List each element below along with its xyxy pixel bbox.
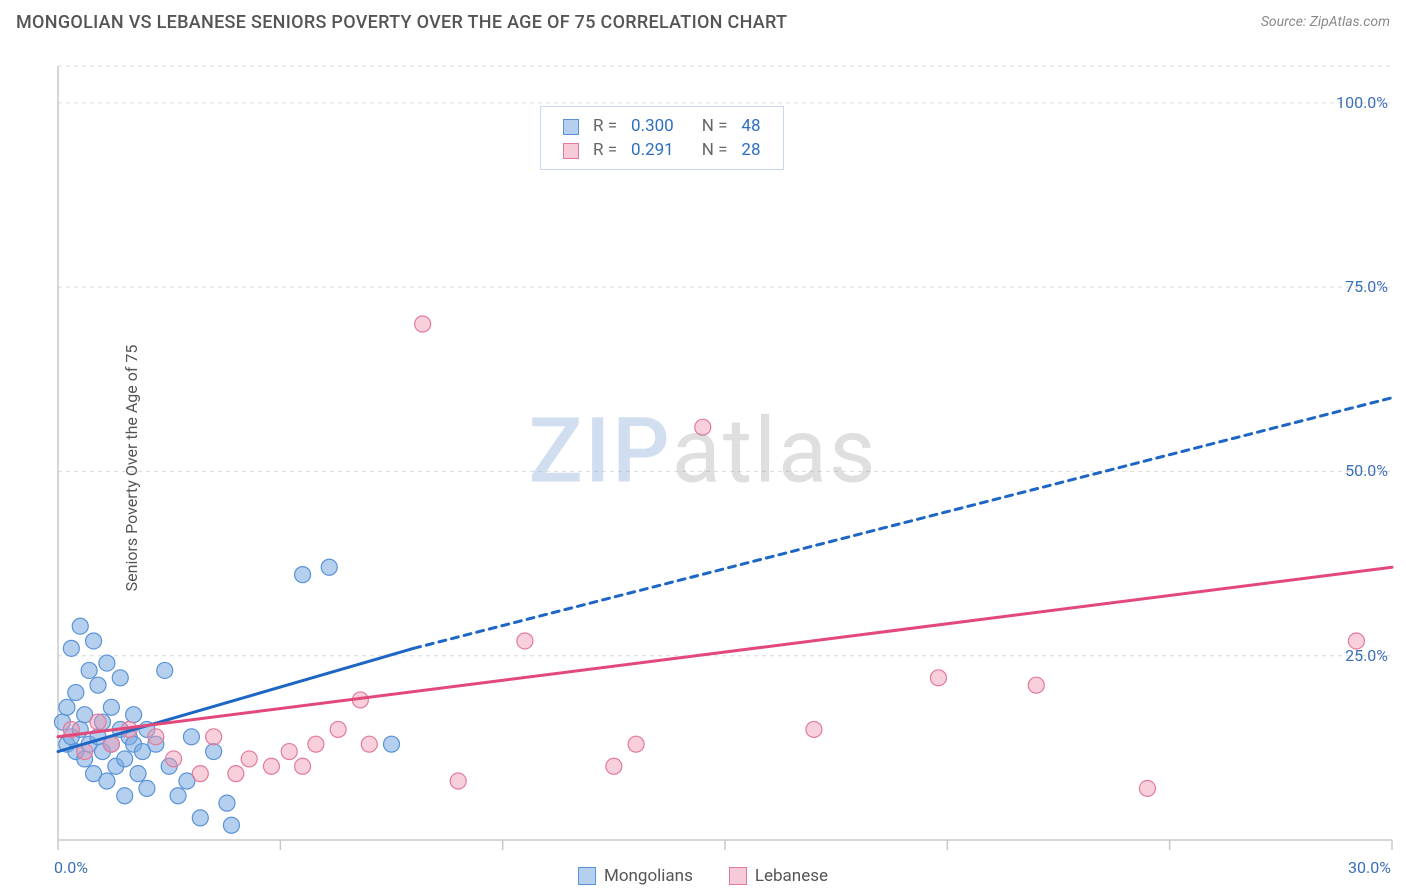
y-axis-title: Seniors Poverty Over the Age of 75 [122, 345, 141, 592]
legend-label: Lebanese [755, 866, 828, 886]
stats-row: R =0.300 N =48 [557, 115, 767, 137]
point-lebanese [308, 736, 324, 752]
point-lebanese [1139, 780, 1155, 796]
legend: Mongolians Lebanese [578, 866, 828, 886]
point-mongolians [295, 567, 311, 583]
point-lebanese [166, 751, 182, 767]
stats-r-label: R = [587, 139, 623, 161]
point-mongolians [206, 744, 222, 760]
x-axis-max-label: 30.0% [1348, 858, 1391, 877]
point-lebanese [241, 751, 257, 767]
source-attribution: Source: ZipAtlas.com [1261, 14, 1390, 30]
point-mongolians [130, 766, 146, 782]
stats-n-value: 48 [735, 115, 766, 137]
point-lebanese [415, 316, 431, 332]
point-lebanese [606, 758, 622, 774]
point-lebanese [148, 729, 164, 745]
scatter-chart [0, 44, 1406, 892]
point-mongolians [90, 677, 106, 693]
point-mongolians [183, 729, 199, 745]
point-mongolians [117, 751, 133, 767]
stats-legend-box: R =0.300 N =48 R =0.291 N =28 [540, 106, 784, 170]
point-lebanese [806, 721, 822, 737]
point-mongolians [112, 670, 128, 686]
point-lebanese [628, 736, 644, 752]
legend-item-lebanese: Lebanese [729, 866, 828, 886]
legend-label: Mongolians [604, 866, 693, 886]
point-mongolians [99, 655, 115, 671]
point-lebanese [281, 744, 297, 760]
legend-item-mongolians: Mongolians [578, 866, 693, 886]
point-lebanese [228, 766, 244, 782]
point-mongolians [72, 618, 88, 634]
point-lebanese [295, 758, 311, 774]
point-lebanese [361, 736, 377, 752]
point-mongolians [103, 699, 119, 715]
stats-r-label: R = [587, 115, 623, 137]
y-tick-label: 25.0% [1345, 646, 1388, 665]
point-lebanese [330, 721, 346, 737]
swatch-lebanese [563, 143, 579, 159]
point-mongolians [59, 699, 75, 715]
point-mongolians [321, 559, 337, 575]
legend-swatch-mongolians [578, 867, 596, 885]
point-mongolians [192, 810, 208, 826]
point-mongolians [157, 662, 173, 678]
header: MONGOLIAN VS LEBANESE SENIORS POVERTY OV… [0, 0, 1406, 44]
swatch-mongolians [563, 119, 579, 135]
point-lebanese [450, 773, 466, 789]
point-mongolians [68, 685, 84, 701]
point-mongolians [139, 780, 155, 796]
point-mongolians [126, 707, 142, 723]
point-lebanese [695, 419, 711, 435]
point-lebanese [192, 766, 208, 782]
stats-r-value: 0.300 [625, 115, 680, 137]
point-mongolians [81, 662, 97, 678]
point-lebanese [1028, 677, 1044, 693]
point-mongolians [99, 773, 115, 789]
stats-n-label: N = [696, 139, 734, 161]
point-lebanese [263, 758, 279, 774]
point-lebanese [90, 714, 106, 730]
stats-row: R =0.291 N =28 [557, 139, 767, 161]
point-lebanese [517, 633, 533, 649]
point-mongolians [63, 640, 79, 656]
y-tick-label: 100.0% [1336, 93, 1388, 112]
stats-n-label: N = [696, 115, 734, 137]
point-mongolians [223, 817, 239, 833]
trendline-lebanese [58, 567, 1392, 737]
stats-n-value: 28 [735, 139, 766, 161]
point-mongolians [219, 795, 235, 811]
chart-title: MONGOLIAN VS LEBANESE SENIORS POVERTY OV… [16, 12, 787, 33]
chart-area: Seniors Poverty Over the Age of 75 ZIPat… [0, 44, 1406, 892]
y-tick-label: 50.0% [1345, 461, 1388, 480]
point-mongolians [86, 633, 102, 649]
point-mongolians [384, 736, 400, 752]
y-tick-label: 75.0% [1345, 277, 1388, 296]
point-mongolians [170, 788, 186, 804]
point-mongolians [117, 788, 133, 804]
point-lebanese [206, 729, 222, 745]
legend-swatch-lebanese [729, 867, 747, 885]
point-lebanese [930, 670, 946, 686]
trendline-mongolians-dashed [414, 398, 1392, 649]
x-axis-min-label: 0.0% [54, 858, 88, 877]
stats-r-value: 0.291 [625, 139, 680, 161]
